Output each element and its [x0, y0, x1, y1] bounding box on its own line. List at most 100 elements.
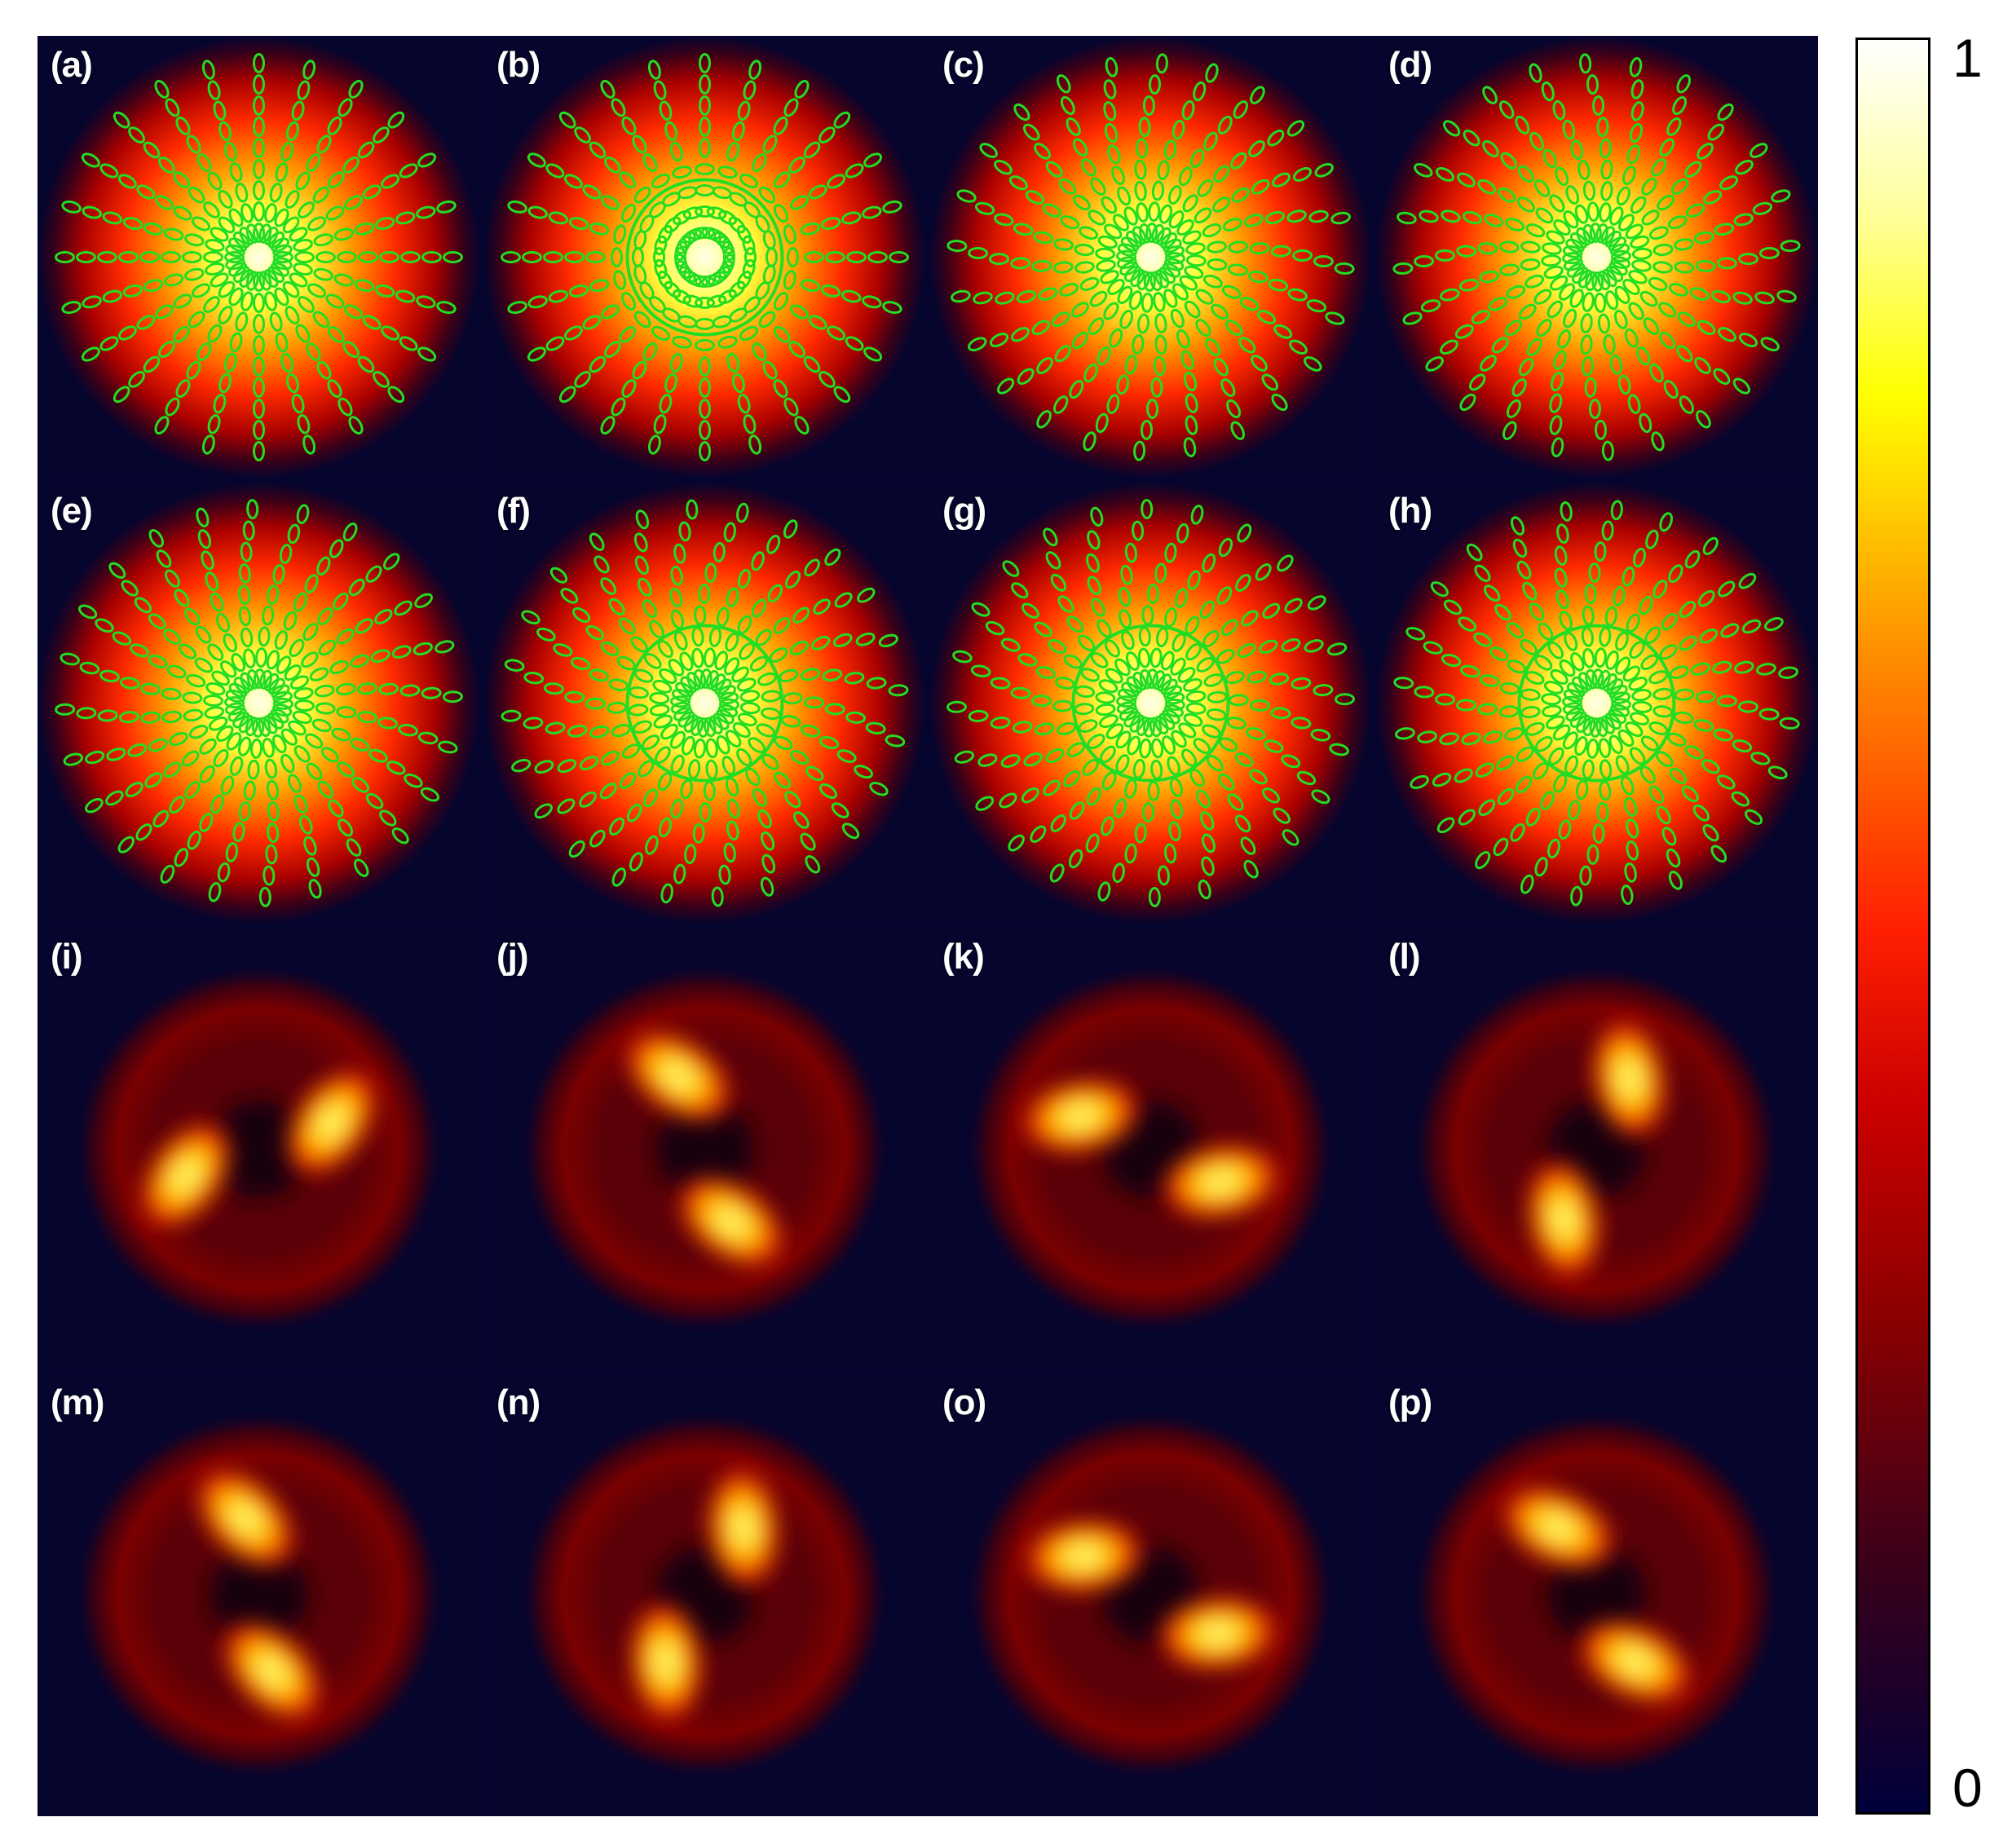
polarization-ellipse — [548, 289, 569, 303]
polarization-ellipse — [283, 611, 298, 631]
polarization-ellipse — [1577, 269, 1593, 289]
polarization-ellipse — [1624, 796, 1638, 817]
polarization-ellipse — [342, 341, 360, 358]
polarization-ellipse — [1626, 613, 1640, 633]
polarization-ellipse — [989, 253, 1009, 266]
polarization-ellipse — [1679, 635, 1697, 651]
polarization-ellipse — [1629, 122, 1644, 143]
panel-k: (k) — [929, 928, 1372, 1370]
polarization-ellipse — [582, 184, 602, 200]
polarization-ellipse — [1072, 194, 1091, 211]
polarization-ellipse — [1767, 765, 1788, 780]
polarization-ellipse — [1063, 770, 1081, 787]
polarization-ellipse — [563, 325, 583, 341]
polarization-ellipse — [970, 664, 991, 677]
polarization-ellipse — [284, 664, 302, 681]
polarization-ellipse — [117, 174, 137, 189]
polarization-ellipse — [560, 588, 579, 604]
polarization-ellipse — [1669, 767, 1688, 784]
polarization-ellipse — [208, 716, 228, 731]
polarization-ellipse — [784, 791, 801, 809]
polarization-ellipse — [699, 802, 712, 823]
polarization-ellipse — [1733, 213, 1754, 227]
polarization-ellipse — [803, 355, 821, 373]
polarization-ellipse — [228, 208, 244, 227]
polarization-ellipse — [1016, 289, 1037, 304]
panel-c: (c) — [929, 36, 1372, 479]
polarization-ellipse — [653, 414, 667, 434]
polarization-ellipse — [1126, 676, 1143, 694]
beam-intensity — [483, 36, 926, 479]
polarization-ellipse — [313, 233, 333, 247]
polarization-ellipse — [1103, 302, 1119, 320]
polarization-ellipse — [1134, 180, 1147, 201]
polarization-ellipse — [1550, 371, 1564, 392]
polarization-ellipse — [1564, 755, 1578, 775]
polarization-ellipse — [1304, 639, 1324, 653]
polarization-ellipse — [669, 141, 683, 162]
polarization-ellipse — [1529, 131, 1544, 152]
polarization-ellipse — [1164, 607, 1177, 628]
polarization-ellipse — [225, 689, 245, 703]
polarization-ellipse — [1392, 262, 1414, 275]
polarization-ellipse — [1235, 574, 1251, 592]
polarization-ellipse — [1106, 394, 1120, 414]
polarization-ellipse — [1439, 732, 1459, 746]
polarization-ellipse — [1610, 500, 1623, 521]
polarization-ellipse — [1615, 656, 1631, 675]
polarization-ellipse — [1168, 821, 1181, 842]
polarization-ellipse — [682, 294, 704, 308]
polarization-ellipse — [188, 186, 205, 204]
polarization-ellipse — [717, 703, 739, 718]
polarization-ellipse — [1604, 290, 1619, 311]
polarization-ellipse — [1079, 226, 1099, 240]
polarization-ellipse — [699, 668, 713, 689]
polarization-ellipse — [658, 817, 673, 838]
polarization-ellipse — [783, 270, 796, 290]
polarization-ellipse — [1707, 123, 1725, 141]
polarization-ellipse — [862, 295, 882, 309]
polarization-ellipse — [1183, 371, 1198, 392]
polarization-ellipse — [1600, 715, 1616, 734]
polarization-ellipse — [258, 717, 271, 737]
polarization-ellipse — [1154, 269, 1170, 289]
polarization-ellipse — [344, 304, 363, 320]
panel-j: (j) — [483, 928, 926, 1370]
polarization-ellipse — [1602, 673, 1617, 692]
polarization-ellipse — [231, 652, 246, 673]
polarization-ellipse — [1690, 662, 1710, 676]
polarization-ellipse — [705, 669, 720, 690]
polarization-ellipse — [143, 355, 161, 373]
polarization-ellipse — [139, 251, 160, 263]
polarization-ellipse — [264, 203, 277, 223]
polarization-ellipse — [1626, 144, 1640, 165]
polarization-ellipse — [1185, 242, 1206, 255]
panel-image — [1409, 1407, 1785, 1783]
polarization-ellipse — [1779, 717, 1800, 730]
polarization-ellipse — [1631, 688, 1652, 702]
polarization-ellipse — [1651, 158, 1667, 177]
polarization-ellipse — [245, 271, 259, 291]
polarization-ellipse — [1577, 160, 1591, 181]
polarization-ellipse — [1559, 611, 1573, 631]
polarization-ellipse — [238, 801, 251, 822]
polarization-ellipse — [985, 620, 1005, 636]
polarization-ellipse — [589, 532, 605, 551]
polarization-ellipse — [1679, 601, 1697, 619]
polarization-ellipse — [717, 165, 738, 179]
polarization-ellipse — [1468, 373, 1486, 391]
polarization-ellipse — [1609, 703, 1630, 717]
polarization-ellipse — [387, 111, 405, 129]
polarization-ellipse — [1549, 393, 1563, 413]
polarization-ellipse — [1196, 789, 1211, 809]
polarization-ellipse — [148, 655, 168, 668]
polarization-ellipse — [820, 284, 841, 298]
polarization-ellipse — [1217, 773, 1235, 791]
polarization-ellipse — [135, 823, 152, 841]
polarization-ellipse — [664, 216, 682, 234]
polarization-ellipse — [346, 838, 362, 857]
polarization-ellipse — [977, 753, 998, 767]
polarization-ellipse — [1043, 779, 1061, 796]
panel-label: (d) — [1388, 45, 1432, 85]
panel-label: (n) — [496, 1383, 541, 1422]
